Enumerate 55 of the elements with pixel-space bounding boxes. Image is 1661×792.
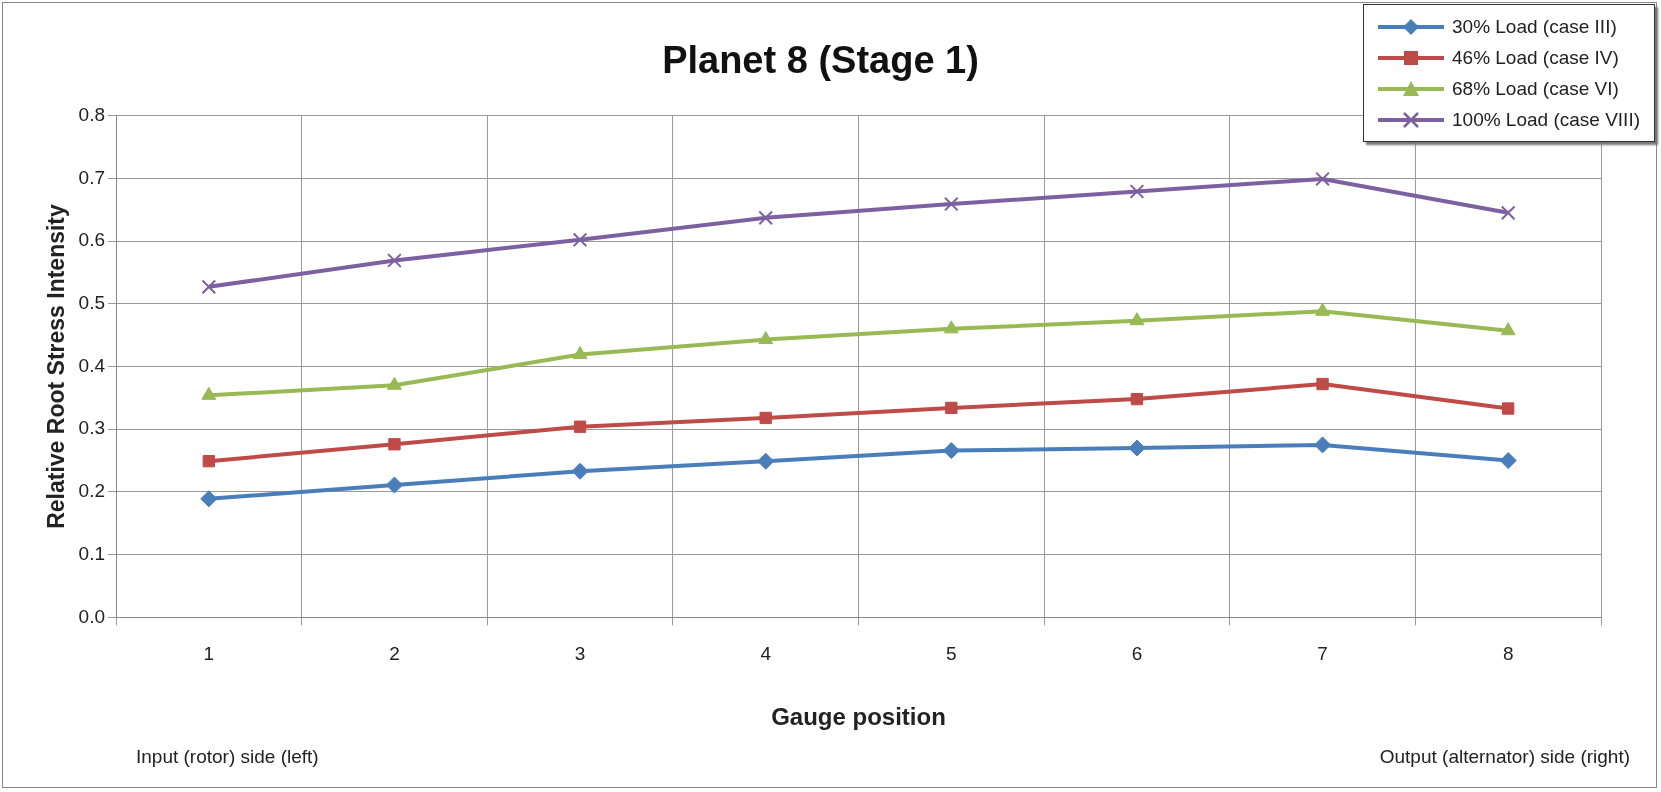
x-tick-label: 3 bbox=[574, 643, 586, 665]
y-tick-label: 0.2 bbox=[78, 480, 106, 502]
point bbox=[943, 320, 959, 334]
point bbox=[201, 279, 217, 295]
point bbox=[1129, 184, 1145, 199]
point bbox=[945, 401, 958, 415]
point bbox=[1129, 312, 1145, 326]
legend-label: 30% Load (case III) bbox=[1452, 15, 1617, 38]
y-tick-label: 0.0 bbox=[78, 605, 106, 627]
x-tick-label: 5 bbox=[946, 643, 957, 665]
point bbox=[572, 232, 588, 248]
point bbox=[1500, 205, 1516, 221]
point bbox=[757, 452, 775, 470]
x-tick-label: 4 bbox=[760, 643, 772, 665]
y-tick-label: 0.4 bbox=[78, 354, 106, 376]
point bbox=[1316, 377, 1329, 391]
legend-label: 46% Load (case IV) bbox=[1452, 46, 1619, 69]
point bbox=[1128, 439, 1146, 457]
point bbox=[388, 438, 401, 451]
x-tick-label: 6 bbox=[1131, 643, 1143, 665]
x-tick-label: 8 bbox=[1502, 643, 1514, 665]
point bbox=[1500, 322, 1516, 336]
point bbox=[573, 420, 587, 433]
y-tick-label: 0.1 bbox=[78, 542, 106, 564]
y-axis-title: Relative Root Stress Intensity bbox=[43, 203, 70, 529]
point bbox=[1314, 436, 1332, 454]
point bbox=[943, 196, 959, 212]
point bbox=[1130, 392, 1144, 406]
y-tick-label: 0.8 bbox=[78, 103, 106, 125]
point bbox=[200, 490, 218, 508]
y-tick-label: 0.7 bbox=[78, 166, 106, 188]
point bbox=[385, 476, 403, 494]
text: Output (alternator) side (right) bbox=[1379, 746, 1630, 768]
point bbox=[942, 442, 960, 460]
text: Input (rotor) side (left) bbox=[136, 746, 319, 768]
legend-label: 68% Load (case VI) bbox=[1452, 77, 1619, 100]
point bbox=[758, 331, 774, 345]
point bbox=[1502, 402, 1515, 415]
point bbox=[387, 253, 402, 268]
point bbox=[1499, 452, 1517, 470]
chart-title: Planet 8 (Stage 1) bbox=[662, 39, 979, 82]
point bbox=[571, 462, 589, 480]
x-tick-label: 7 bbox=[1317, 643, 1328, 665]
y-tick-label: 0.5 bbox=[78, 292, 106, 314]
point bbox=[572, 346, 588, 360]
x-axis-title: Gauge position bbox=[771, 703, 946, 731]
point bbox=[759, 411, 772, 425]
y-tick-label: 0.6 bbox=[78, 229, 106, 251]
x-tick-label: 1 bbox=[203, 643, 215, 665]
point bbox=[202, 455, 215, 468]
legend-label: 100% Load (case VIII) bbox=[1452, 108, 1640, 131]
y-tick-label: 0.3 bbox=[78, 417, 106, 439]
point bbox=[1315, 171, 1330, 187]
point bbox=[758, 210, 774, 226]
x-tick-label: 2 bbox=[389, 643, 400, 665]
